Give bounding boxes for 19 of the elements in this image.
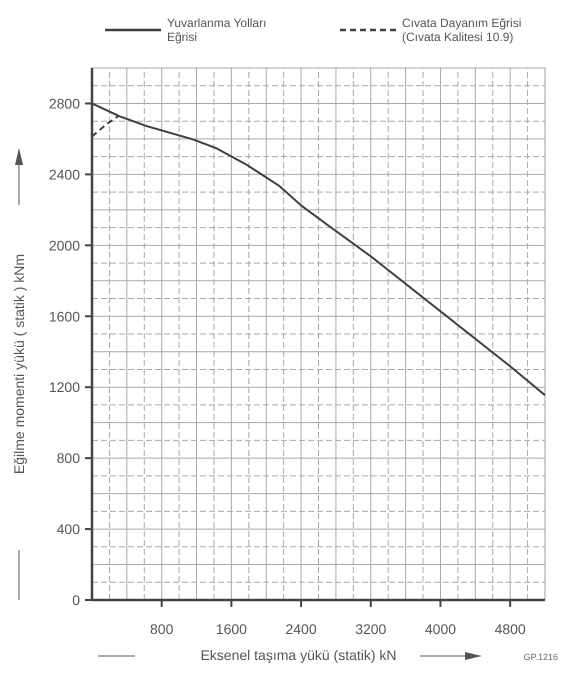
- x-tick-label: 3200: [355, 621, 387, 637]
- y-tick-label: 2400: [48, 166, 80, 182]
- y-tick-label: 400: [56, 521, 80, 538]
- legend-label: Cıvata Dayanım Eğrisi (Cıvata Kalitesi 10.9): [402, 16, 522, 44]
- text: GP.1216: [524, 652, 558, 662]
- x-tick-label: 2400: [286, 621, 317, 637]
- y-tick-label: 800: [56, 450, 80, 466]
- y-tick-label: 2800: [48, 95, 80, 112]
- legend-label: Yuvarlanma Yolları Eğrisi: [167, 16, 266, 44]
- y-tick-label: 1600: [48, 308, 80, 324]
- x-tick-label: 4800: [494, 621, 526, 637]
- x-tick-label: 4000: [424, 621, 456, 637]
- y-axis-title: Eğilme momenti yükü ( statik ) kNm: [11, 254, 27, 474]
- x-axis-title: Eksenel taşıma yükü (statik) kN: [200, 647, 397, 663]
- y-tick-label: 1200: [48, 379, 80, 396]
- y-tick-label: 0: [72, 592, 80, 608]
- x-tick-label: 800: [150, 621, 174, 637]
- y-tick-label: 2000: [48, 237, 80, 254]
- x-tick-label: 1600: [216, 621, 248, 637]
